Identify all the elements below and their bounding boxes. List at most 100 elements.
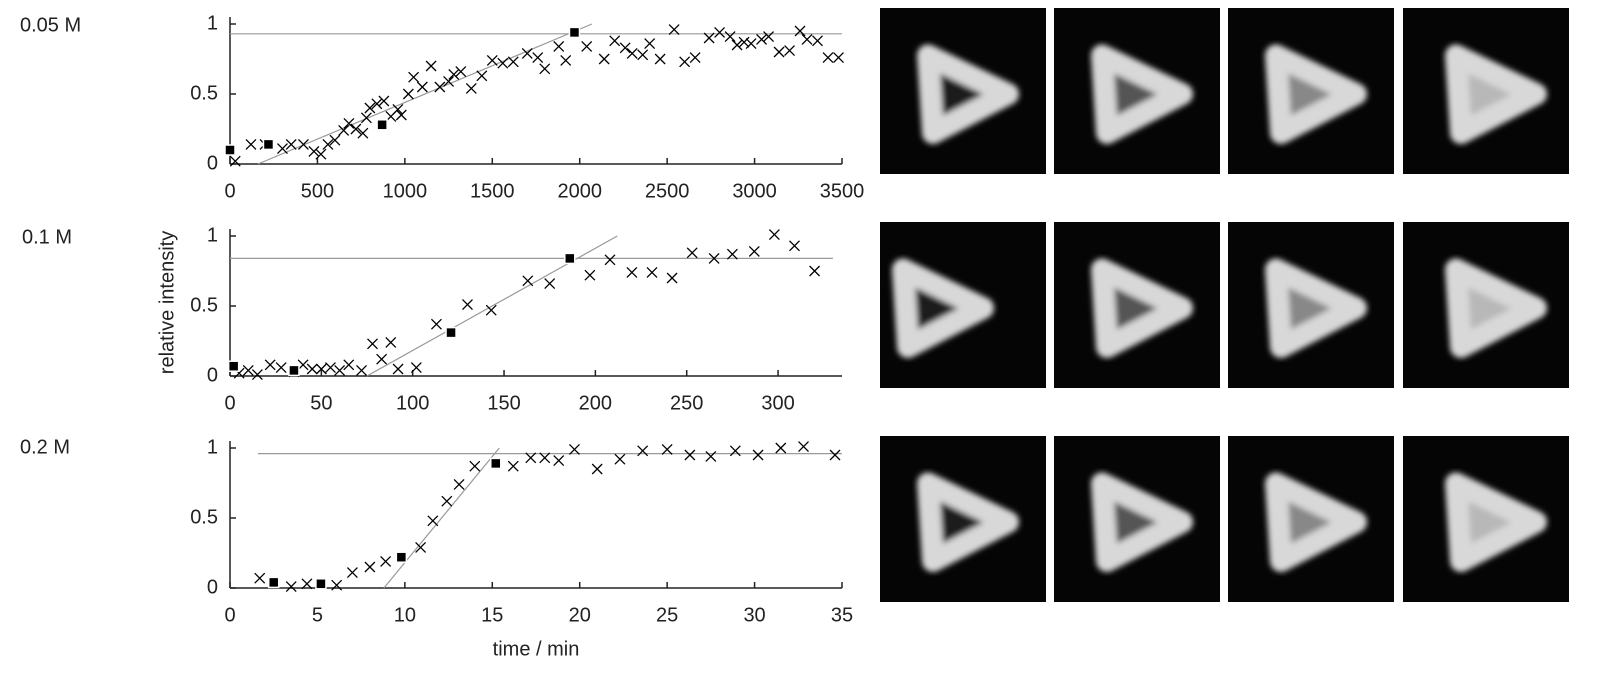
data-point	[367, 338, 378, 350]
data-point	[360, 112, 372, 124]
vesicle	[1265, 472, 1367, 572]
data-point	[331, 579, 343, 591]
fit-line	[257, 23, 593, 165]
data-point	[705, 450, 717, 462]
data-point	[497, 57, 509, 69]
data-point	[708, 252, 720, 264]
data-point	[560, 54, 572, 66]
x-tick-label: 200	[579, 392, 612, 414]
data-point	[322, 138, 334, 150]
selected-point	[288, 364, 300, 377]
x-tick-label: 100	[396, 392, 429, 414]
data-point	[462, 299, 473, 311]
data-point	[614, 453, 626, 465]
data-point	[301, 578, 313, 590]
data-point	[443, 75, 455, 87]
x-tick-label: 2500	[645, 180, 690, 202]
vesicle	[1445, 44, 1547, 144]
data-point	[801, 33, 813, 45]
y-tick-label: 0	[207, 152, 218, 174]
data-point	[334, 364, 346, 376]
data-point	[745, 38, 757, 50]
data-point	[385, 336, 397, 348]
vesicle	[1265, 44, 1367, 144]
data-point	[371, 98, 383, 110]
data-point	[784, 45, 796, 57]
selected-point	[445, 326, 457, 339]
data-point	[661, 443, 673, 455]
data-point	[569, 443, 580, 455]
data-point	[598, 53, 610, 65]
data-point	[822, 52, 834, 64]
vesicle	[1445, 472, 1547, 572]
data-point	[285, 581, 297, 593]
vesicle	[1091, 472, 1193, 572]
data-point	[346, 567, 358, 579]
data-point	[343, 117, 355, 129]
data-point	[392, 103, 404, 115]
y-tick-label: 1	[207, 224, 218, 246]
data-point	[430, 318, 442, 330]
data-point	[245, 138, 257, 150]
data-point	[775, 442, 787, 454]
data-point	[731, 39, 743, 51]
data-point	[729, 445, 741, 457]
data-point	[427, 515, 439, 527]
data-point	[357, 127, 369, 139]
data-point	[425, 60, 437, 72]
data-point	[637, 445, 649, 457]
x-tick-label: 1500	[470, 180, 515, 202]
data-point	[356, 364, 367, 376]
data-point	[756, 33, 768, 45]
y-tick-label: 0.5	[190, 294, 218, 316]
data-point	[297, 359, 309, 371]
data-point	[325, 362, 336, 374]
x-tick-label: 0	[224, 604, 235, 626]
panel-label: 0.2 M	[20, 436, 70, 458]
data-point	[416, 81, 428, 93]
data-point	[581, 40, 593, 52]
data-point	[521, 47, 533, 59]
data-point	[789, 240, 800, 252]
data-point	[338, 124, 350, 136]
selected-point	[227, 360, 240, 372]
data-point	[378, 95, 390, 107]
data-point	[485, 304, 497, 316]
data-point	[609, 35, 621, 47]
x-tick-label: 10	[394, 604, 416, 626]
data-point	[441, 495, 453, 507]
data-point	[544, 278, 556, 290]
data-point	[809, 265, 821, 277]
data-point	[637, 49, 649, 61]
selected-point	[490, 457, 502, 470]
data-point	[654, 53, 666, 65]
data-point	[553, 40, 565, 52]
y-tick-label: 1	[207, 12, 218, 34]
data-point	[684, 449, 696, 461]
data-point	[679, 56, 691, 68]
y-tick-label: 0.5	[190, 506, 218, 528]
x-axis-label: time / min	[493, 638, 580, 660]
x-tick-label: 0	[224, 180, 235, 202]
data-point	[455, 66, 467, 78]
vesicle	[917, 472, 1019, 572]
data-point	[794, 25, 806, 37]
data-point	[626, 266, 638, 278]
micrographs	[880, 8, 1569, 602]
selected-point	[262, 138, 275, 151]
data-point	[812, 35, 823, 47]
selected-point	[568, 26, 581, 39]
data-point	[604, 254, 616, 266]
x-tick-label: 15	[481, 604, 503, 626]
data-point	[591, 463, 603, 475]
data-point	[714, 26, 726, 38]
data-point	[584, 269, 596, 281]
x-tick-label: 30	[743, 604, 765, 626]
data-point	[306, 363, 318, 375]
data-point	[392, 363, 404, 375]
data-point	[410, 362, 422, 374]
data-point	[465, 82, 477, 94]
y-tick-label: 0	[207, 576, 218, 598]
data-point	[829, 449, 841, 461]
